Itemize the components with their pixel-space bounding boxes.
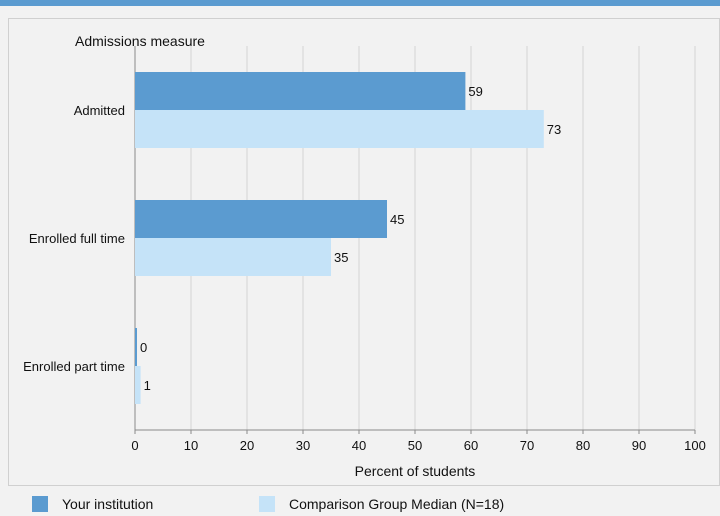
legend-label: Your institution (62, 496, 154, 512)
bar (135, 328, 137, 366)
tick-label: 80 (576, 438, 590, 453)
data-label: 1 (144, 378, 151, 393)
data-label: 73 (547, 122, 561, 137)
x-axis-label: Percent of students (355, 463, 476, 479)
data-label: 35 (334, 250, 348, 265)
bars: 59 73 45 35 0 1 (135, 72, 561, 404)
tick-label: 30 (296, 438, 310, 453)
bar-chart: Admissions measure 59 73 45 35 0 1 0 10 20 30 40 5… (23, 33, 706, 479)
tick-label: 100 (684, 438, 706, 453)
header-accent-bar (0, 0, 720, 6)
bar (135, 72, 466, 110)
data-label: 45 (390, 212, 404, 227)
legend-label: Comparison Group Median (N=18) (289, 496, 505, 512)
data-label: 0 (140, 340, 147, 355)
legend-item-your-institution: Your institution (32, 494, 153, 514)
chart-legend: Your institution Comparison Group Median… (0, 494, 720, 516)
tick-label: 50 (408, 438, 422, 453)
bar (135, 366, 141, 404)
category-labels: Admitted Enrolled full time Enrolled part … (23, 103, 125, 374)
chart-title: Admissions measure (75, 33, 205, 49)
bar (135, 200, 387, 238)
tick-label: 0 (131, 438, 138, 453)
tick-label: 40 (352, 438, 366, 453)
tick-label: 90 (632, 438, 646, 453)
category-label: Admitted (74, 103, 125, 118)
category-label: Enrolled full time (29, 231, 125, 246)
legend-item-comparison-median: Comparison Group Median (N=18) (259, 494, 504, 514)
data-label: 59 (468, 84, 482, 99)
tick-label: 20 (240, 438, 254, 453)
legend-swatch (32, 496, 48, 512)
x-axis-ticks: 0 10 20 30 40 50 60 70 80 90 100 (131, 430, 706, 453)
legend-swatch (259, 496, 275, 512)
tick-label: 70 (520, 438, 534, 453)
bar (135, 110, 544, 148)
tick-label: 10 (184, 438, 198, 453)
tick-label: 60 (464, 438, 478, 453)
bar (135, 238, 331, 276)
category-label: Enrolled part time (23, 359, 125, 374)
